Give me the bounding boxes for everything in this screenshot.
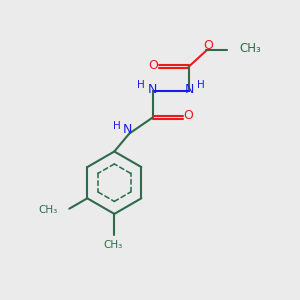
Text: O: O: [148, 59, 158, 72]
Text: CH₃: CH₃: [39, 205, 58, 215]
Text: CH₃: CH₃: [103, 240, 122, 250]
Text: O: O: [203, 39, 213, 52]
Text: CH₃: CH₃: [240, 42, 262, 56]
Text: H: H: [136, 80, 144, 90]
Text: O: O: [183, 109, 193, 122]
Text: H: H: [113, 121, 121, 131]
Text: N: N: [123, 123, 132, 136]
Text: H: H: [197, 80, 205, 90]
Text: N: N: [185, 82, 194, 96]
Text: N: N: [147, 82, 157, 96]
